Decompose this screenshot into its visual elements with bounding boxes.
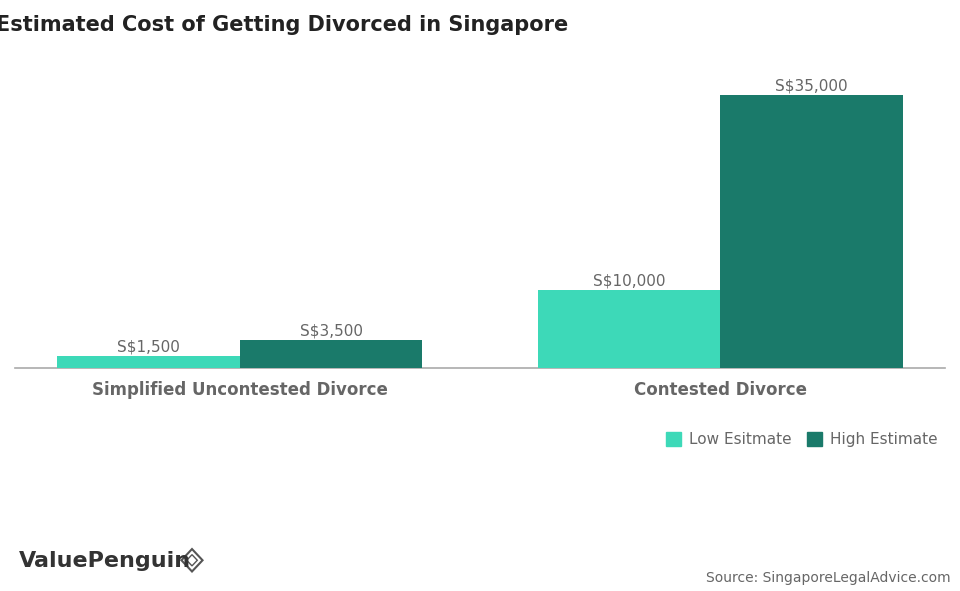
Bar [240,340,422,368]
Text: Source: SingaporeLegalAdvice.com: Source: SingaporeLegalAdvice.com [706,571,950,585]
Text: S$10,000: S$10,000 [592,273,665,288]
Bar [58,356,240,368]
Bar [720,95,902,368]
Text: S$3,500: S$3,500 [300,324,363,339]
Text: ValuePenguin: ValuePenguin [19,551,191,571]
Text: S$1,500: S$1,500 [117,339,180,355]
Bar [538,290,720,368]
Text: S$35,000: S$35,000 [775,79,848,93]
Legend: Low Esitmate, High Estimate: Low Esitmate, High Estimate [666,432,937,447]
Text: Estimated Cost of Getting Divorced in Singapore: Estimated Cost of Getting Divorced in Si… [0,15,568,35]
